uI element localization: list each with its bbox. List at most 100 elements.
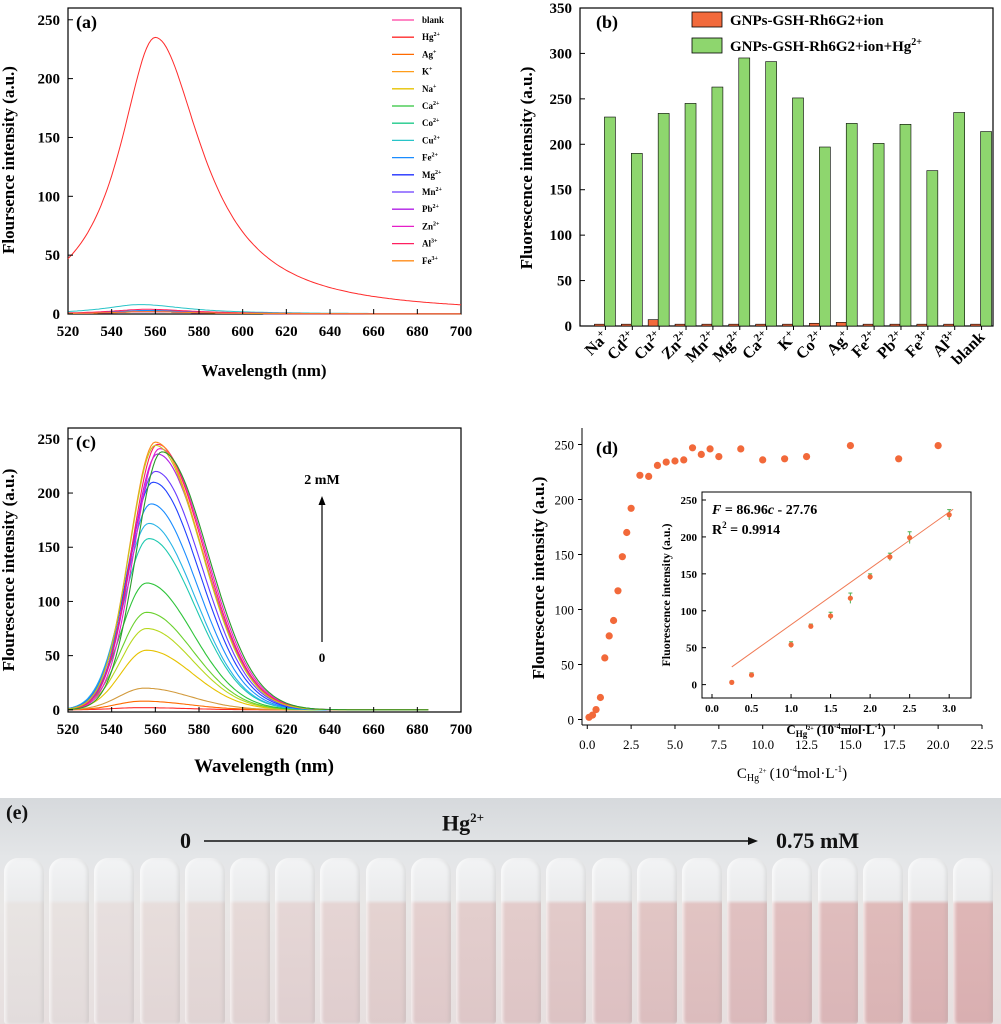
inset-y-tick-label: 200 <box>681 532 698 544</box>
data-point <box>627 504 635 512</box>
y-tick-label: 50 <box>45 649 60 665</box>
y-tick-label: 250 <box>38 432 61 448</box>
y-axis-label: Fluorescence intensity (a.u.) <box>517 67 536 270</box>
bar-ion-hg <box>604 116 616 327</box>
x-tick-label: 5.0 <box>667 737 683 752</box>
legend-label: Zn2+ <box>422 221 440 231</box>
data-point <box>601 654 609 662</box>
x-tick-label: 660 <box>362 722 385 738</box>
x-tick-label: 17.5 <box>883 737 906 752</box>
inset-y-tick-label: 0 <box>692 680 698 692</box>
y-tick-label: 0 <box>568 713 575 728</box>
data-point <box>895 455 903 463</box>
data-point <box>596 693 605 702</box>
x-tick-label: 580 <box>188 722 211 738</box>
fit-equation: F = 86.96c - 27.76 <box>711 503 817 518</box>
vial <box>636 858 677 1024</box>
data-point <box>662 458 670 466</box>
bar-ion <box>970 323 981 327</box>
y-tick-label: 250 <box>555 438 575 453</box>
x-tick-label: 660 <box>362 324 385 340</box>
category-label: Co2+ <box>792 327 828 363</box>
category-label: Fe2+ <box>847 327 881 361</box>
inset-frame <box>701 491 972 699</box>
bar-ion-hg <box>872 143 885 327</box>
y-tick-label: 100 <box>555 603 575 618</box>
y-axis-label: Flourescence intensity (a.u.) <box>529 477 548 680</box>
data-point <box>653 461 662 469</box>
x-tick-label: 620 <box>275 324 298 340</box>
inset-x-tick-label: 1.5 <box>824 703 838 715</box>
bar-ion-hg <box>631 153 643 327</box>
x-axis-label: Wavelength (nm) <box>194 756 334 777</box>
category-label: Pb2+ <box>873 327 908 362</box>
bar-ion <box>647 319 659 327</box>
inset-data-point <box>907 535 913 541</box>
x-axis-label: CHg2+ (10-4mol·L-1) <box>737 764 847 784</box>
vial <box>49 858 90 1024</box>
data-point <box>846 442 855 450</box>
y-tick-label: 50 <box>45 248 60 264</box>
x-tick-label: 12.5 <box>795 737 818 752</box>
bar-ion <box>809 322 820 327</box>
inset-data-point <box>867 574 873 580</box>
chart-c: 520 540 560 580 600 620 640 660 680 700 0 50 100 150 2… <box>0 427 472 777</box>
panel-label-d: (d) <box>596 438 618 459</box>
x-tick-label: 620 <box>275 722 298 738</box>
inset-data-point <box>847 595 853 601</box>
data-point <box>645 472 653 480</box>
vial <box>817 858 858 1024</box>
vial <box>772 858 813 1024</box>
x-tick-label: 20.0 <box>927 737 950 752</box>
inset-data-point <box>748 672 755 678</box>
inset-data-point <box>827 613 834 619</box>
x-tick-label: 600 <box>231 722 254 738</box>
legend-swatch <box>691 11 723 28</box>
vial <box>501 858 542 1024</box>
data-point <box>680 456 688 464</box>
y-tick-label: 250 <box>550 92 573 108</box>
legend-label: Fe2+ <box>422 153 439 163</box>
bar-ion-hg <box>845 123 858 327</box>
inset-x-label: CHg2+ (10-4mol·L-1) <box>786 722 885 739</box>
legend-label: GNPs-GSH-Rh6G2+ion+Hg2+ <box>730 37 922 55</box>
category-label: Ca2+ <box>738 327 774 363</box>
legend-label: blank <box>422 15 444 25</box>
data-point <box>623 528 631 537</box>
bar-ion-hg <box>819 146 831 327</box>
inset-data-point <box>946 512 952 518</box>
legend-label: Mg2+ <box>422 170 442 180</box>
legend-label: Hg2+ <box>422 32 441 42</box>
category-label: Ag+ <box>822 327 854 359</box>
vial <box>410 858 451 1024</box>
inset-y-tick-label: 100 <box>681 606 698 618</box>
inset-x-tick-label: 0.0 <box>705 703 719 715</box>
bar-ion-hg <box>926 170 939 327</box>
panel-label-b: (b) <box>596 12 618 33</box>
vial <box>184 858 225 1024</box>
y-tick-label: 100 <box>38 594 61 610</box>
y-tick-label: 150 <box>38 130 61 146</box>
vial <box>953 858 994 1024</box>
inset-y-label: Fluorescence intensity (a.u.) <box>659 523 673 666</box>
bar-ion <box>701 323 713 327</box>
y-tick-label: 100 <box>38 189 61 205</box>
legend-label: Na+ <box>422 84 437 94</box>
vial <box>139 858 180 1024</box>
inset-data-point <box>887 554 893 560</box>
x-tick-label: 540 <box>100 324 123 340</box>
chart-a: 520 540 560 580 600 620 640 660 680 700 0 50 100 150 2… <box>0 7 472 380</box>
x-tick-label: 680 <box>406 324 429 340</box>
data-point <box>592 706 600 714</box>
bar-ion <box>835 322 847 327</box>
x-tick-label: 600 <box>231 324 254 340</box>
category-label: Fe3+ <box>901 327 935 361</box>
vial <box>4 858 44 1024</box>
bar-ion <box>621 323 632 327</box>
legend-label: Mn2+ <box>422 187 443 197</box>
end-concentration: 0.75 mM <box>776 828 860 853</box>
annotation-top: 2 mM <box>304 473 339 488</box>
data-point <box>588 711 597 719</box>
bar-ion-hg <box>765 61 777 327</box>
x-axis-label: Wavelength (nm) <box>201 361 326 380</box>
